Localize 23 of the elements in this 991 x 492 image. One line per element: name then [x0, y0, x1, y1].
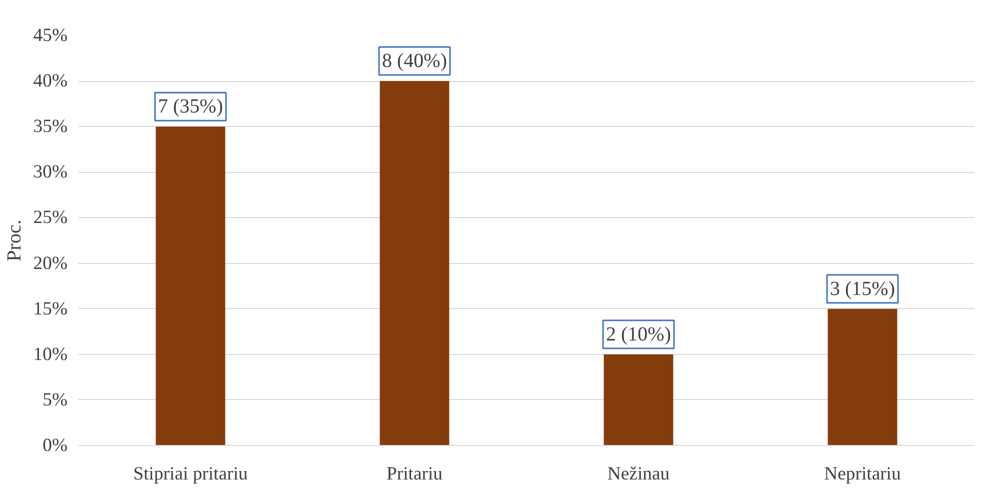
bar — [156, 126, 226, 446]
y-tick-label: 45% — [33, 25, 68, 46]
bar — [828, 308, 898, 446]
y-tick-label: 30% — [33, 162, 68, 183]
y-axis-title: Proc. — [3, 220, 26, 262]
data-label: 2 (10%) — [606, 323, 671, 346]
y-tick-label: 5% — [42, 389, 68, 410]
y-tick-label: 0% — [42, 435, 68, 456]
y-tick-label: 15% — [33, 298, 68, 320]
x-tick-label: Nepritariu — [824, 464, 902, 484]
x-tick-label: Nežinau — [607, 464, 670, 484]
x-tick-label: Stipriai pritariu — [133, 464, 248, 484]
y-tick-label: 35% — [33, 116, 68, 138]
data-label: 3 (15%) — [830, 278, 895, 300]
bar — [604, 354, 674, 446]
bar — [380, 81, 450, 446]
y-tick-label: 20% — [33, 252, 68, 274]
data-label: 8 (40%) — [382, 50, 447, 72]
y-tick-label: 40% — [33, 70, 68, 92]
y-tick-label: 25% — [33, 207, 68, 228]
y-tick-label: 10% — [33, 344, 68, 365]
data-label: 7 (35%) — [158, 96, 223, 118]
x-tick-label: Pritariu — [386, 464, 444, 484]
